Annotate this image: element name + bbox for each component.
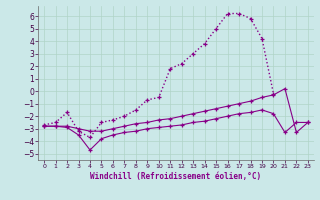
X-axis label: Windchill (Refroidissement éolien,°C): Windchill (Refroidissement éolien,°C) [91, 172, 261, 181]
